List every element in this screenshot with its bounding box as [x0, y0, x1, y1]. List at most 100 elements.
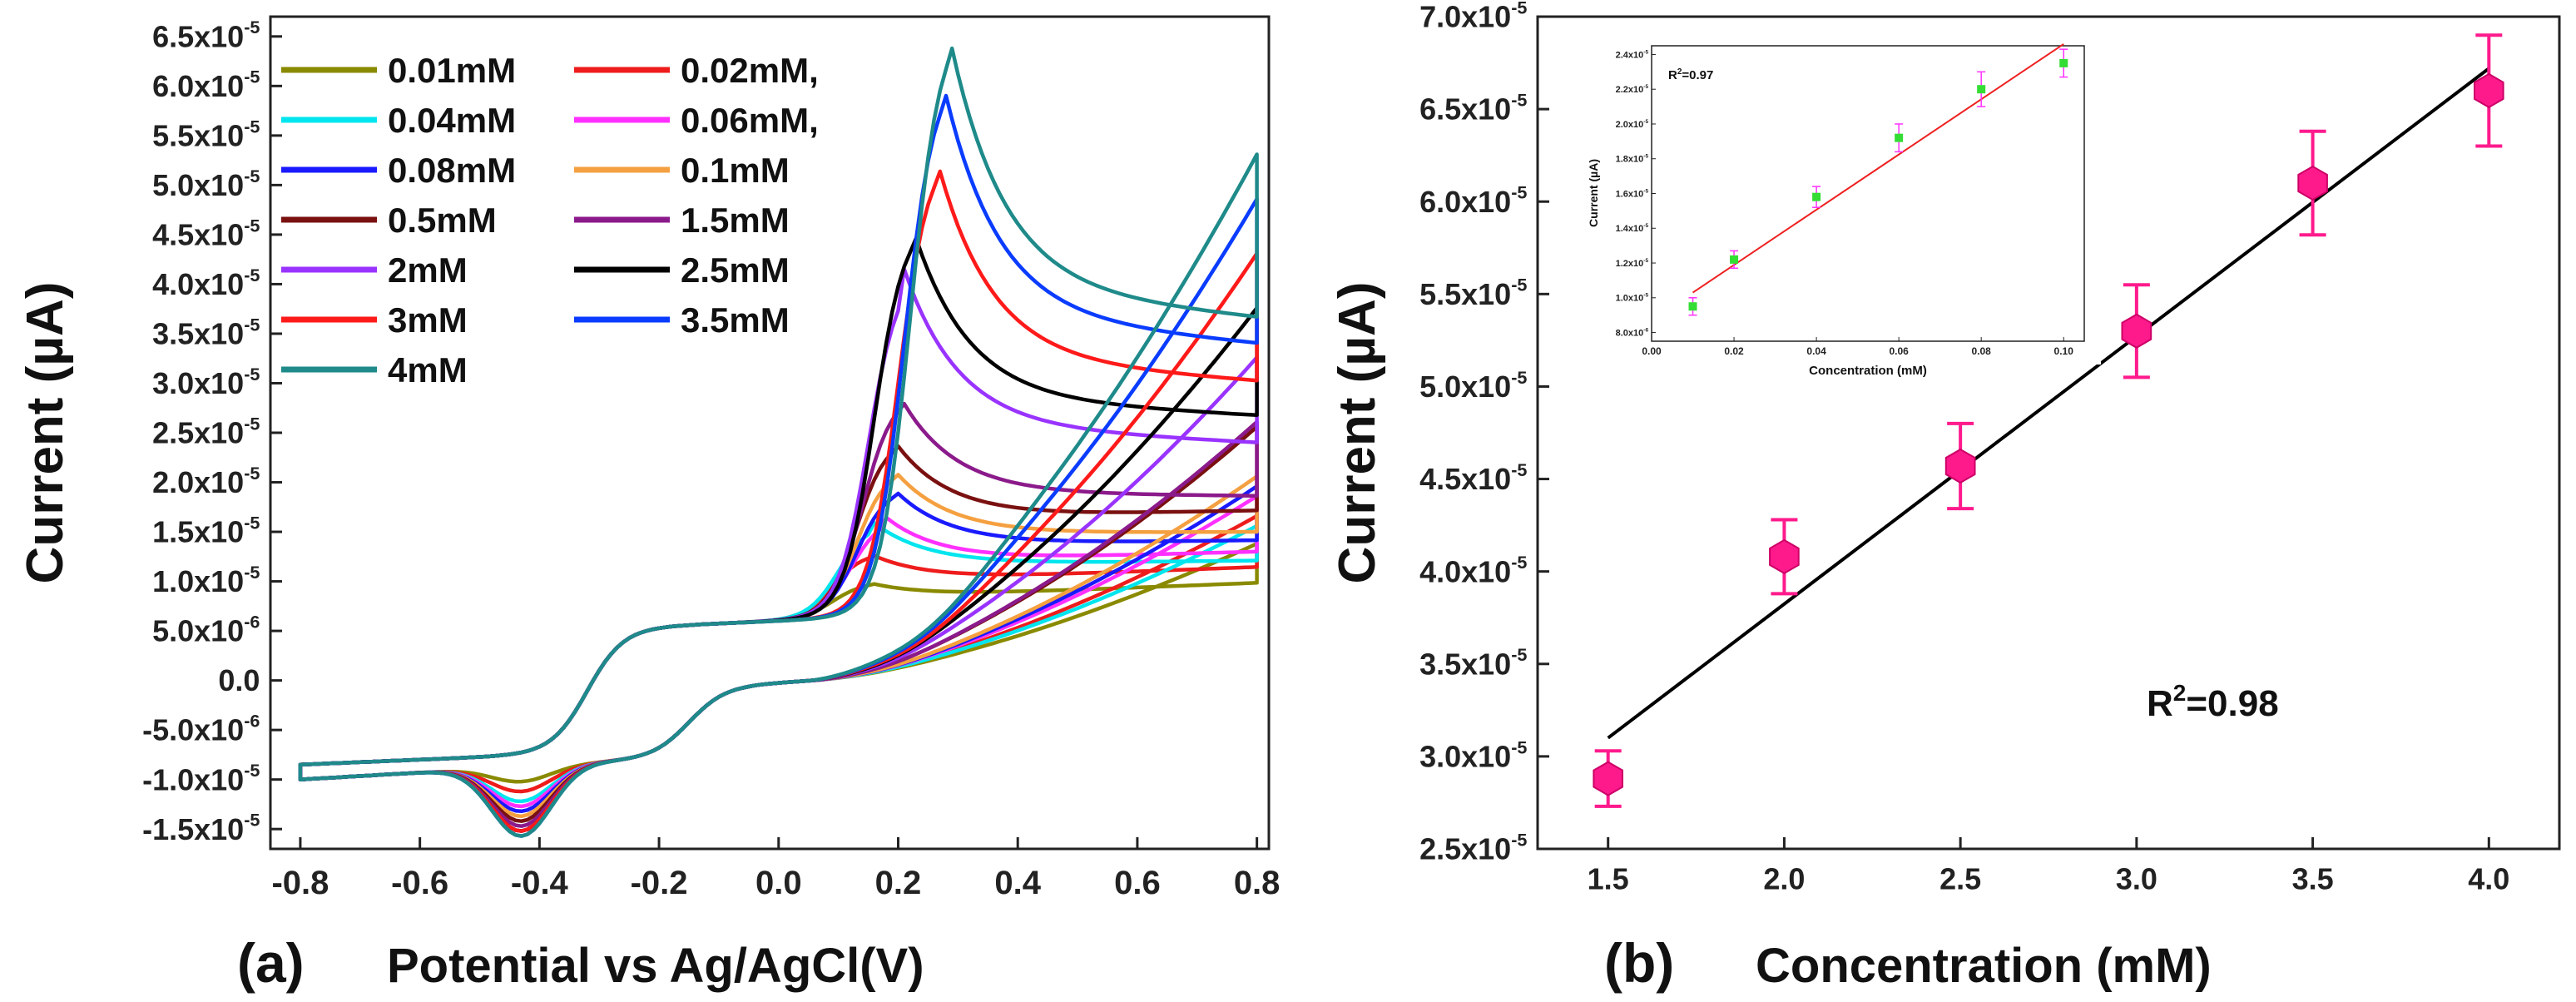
- calibration-panel: 7.0x10-5 6.5x10-5 6.0x10-5 5.5x10-5 5.0x10-5…: [1329, 0, 2561, 994]
- calibration-x-tick-label: 1.5: [1588, 862, 1629, 896]
- cv-y-tick-label: 0.0: [218, 663, 260, 697]
- inset-data-point: [1977, 85, 1986, 94]
- cv-legend-label: 0.1mM: [681, 151, 790, 190]
- calibration-r2-value: =0.98: [2186, 683, 2278, 724]
- inset-r2-label: R2=0.97: [1668, 67, 1713, 82]
- cv-y-tick-label: -5.0x10-6: [142, 711, 260, 747]
- cv-x-tick-label: -0.4: [511, 865, 569, 901]
- cv-legend-label: 1.5mM: [681, 201, 790, 240]
- inset-y-tick-label: 1.6x10-5: [1616, 188, 1649, 199]
- calibration-y-tick-label: 6.5x10-5: [1419, 90, 1527, 126]
- calibration-y-tick-label: 6.0x10-5: [1419, 182, 1527, 219]
- cv-y-tick-label: 1.5x10-5: [152, 512, 260, 548]
- inset-y-tick-label: 2.2x10-5: [1616, 84, 1649, 95]
- inset-data-point: [1895, 133, 1904, 142]
- cv-x-tick-label: 0.0: [755, 865, 802, 901]
- cv-x-tick-label: 0.8: [1234, 865, 1281, 901]
- cv-legend-label: 3mM: [388, 300, 468, 340]
- cv-x-tick-label: 0.2: [875, 865, 922, 901]
- inset-data-point: [1812, 192, 1821, 201]
- calibration-y-tick-label: 3.5x10-5: [1419, 644, 1527, 681]
- inset-data-point: [1688, 302, 1697, 311]
- inset-r2-value: =0.97: [1682, 68, 1713, 82]
- inset-background: [1585, 32, 2101, 365]
- calibration-x-ticks: 1.5 2.0 2.5 3.0 3.5 4.0: [1588, 837, 2509, 896]
- cv-y-tick-label: 1.0x10-5: [152, 562, 260, 598]
- cv-panel-label: (a): [237, 932, 305, 994]
- cv-legend-label: 0.04mM: [388, 101, 516, 140]
- inset-x-tick-label: 0.06: [1889, 345, 1909, 357]
- inset-y-tick-label: 1.4x10-5: [1616, 223, 1649, 234]
- calibration-x-tick-label: 3.0: [2116, 862, 2157, 896]
- calibration-data-point: [1769, 538, 1800, 575]
- inset-y-tick-label: 1.2x10-5: [1616, 258, 1649, 269]
- cv-y-tick-label: 6.0x10-5: [152, 67, 260, 103]
- calibration-x-tick-label: 4.0: [2468, 862, 2509, 896]
- calibration-r2-letter: R: [2147, 683, 2173, 724]
- inset-r2-letter: R: [1668, 68, 1677, 82]
- cv-y-tick-label: 4.5x10-5: [152, 215, 260, 251]
- calibration-y-tick-label: 4.0x10-5: [1419, 552, 1527, 588]
- cv-curve-4mM: [298, 46, 1259, 838]
- cv-legend-label: 0.06mM,: [681, 101, 819, 140]
- inset-y-axis-label: Current (µA): [1587, 159, 1600, 227]
- cv-x-tick-label: -0.2: [631, 865, 688, 901]
- calibration-data-point: [1944, 448, 1976, 484]
- calibration-y-tick-label: 5.0x10-5: [1419, 367, 1527, 404]
- cv-legend-label: 4mM: [388, 350, 468, 389]
- cv-legend-label: 0.02mM,: [681, 51, 819, 90]
- cv-y-tick-label: 6.5x10-5: [152, 17, 260, 53]
- inset-y-tick-label: 2.0x10-5: [1616, 119, 1649, 130]
- cv-legend-label: 0.01mM: [388, 51, 516, 90]
- cv-y-tick-label: 4.0x10-5: [152, 265, 260, 301]
- cv-x-tick-label: -0.6: [391, 865, 448, 901]
- calibration-fit-line: [1607, 67, 2490, 740]
- cv-legend-label: 2mM: [388, 250, 468, 290]
- calibration-x-axis-label: Concentration (mM): [1756, 939, 2212, 993]
- inset-y-ticks: 2.4x10-5 2.2x10-5 2.0x10-5 1.8x10-5 1.6x10-5…: [1616, 49, 1656, 338]
- inset-r2-sup: 2: [1677, 67, 1682, 77]
- inset-x-ticks: 0.00 0.02 0.04 0.06 0.08 0.10: [1642, 337, 2073, 357]
- inset-x-tick-label: 0.04: [1806, 345, 1826, 357]
- inset-y-tick-label: 1.0x10-5: [1616, 293, 1649, 304]
- calibration-y-ticks: 7.0x10-5 6.5x10-5 6.0x10-5 5.5x10-5 5.0x10-5…: [1419, 0, 1549, 866]
- cv-x-tick-label: -0.8: [271, 865, 329, 901]
- calibration-y-tick-label: 5.5x10-5: [1419, 275, 1527, 311]
- cv-legend: 0.01mM 0.02mM, 0.04mM 0.06mM, 0.08mM 0.1mM 0.5…: [281, 51, 819, 389]
- calibration-r2-label: R2=0.98: [2147, 680, 2279, 724]
- inset-plot: [1688, 43, 2068, 316]
- calibration-data-point: [2121, 313, 2152, 349]
- calibration-plot: [1593, 33, 2504, 808]
- cv-y-tick-label: 5.0x10-6: [152, 611, 260, 647]
- inset-fit-line: [1692, 43, 2064, 294]
- cv-y-tick-label: 2.0x10-5: [152, 463, 260, 499]
- inset-chart: 2.4x10-5 2.2x10-5 2.0x10-5 1.8x10-5 1.6x10-5…: [1585, 32, 2101, 378]
- inset-x-axis-label: Concentration (mM): [1809, 364, 1927, 378]
- calibration-y-tick-label: 3.0x10-5: [1419, 737, 1527, 773]
- cv-y-tick-label: 3.0x10-5: [152, 364, 260, 400]
- calibration-data-point: [2474, 72, 2504, 109]
- inset-x-tick-label: 0.10: [2054, 345, 2074, 357]
- inset-y-tick-label: 1.8x10-5: [1616, 154, 1649, 165]
- cv-y-tick-label: -1.0x10-5: [142, 760, 260, 796]
- inset-x-tick-label: 0.00: [1642, 345, 1662, 357]
- cv-panel: 6.5x10-5 6.0x10-5 5.5x10-5 5.0x10-5 4.5x10-5…: [17, 15, 1280, 994]
- inset-x-tick-label: 0.02: [1724, 345, 1744, 357]
- calibration-data-point: [2297, 165, 2328, 201]
- calibration-y-tick-label: 4.5x10-5: [1419, 459, 1527, 496]
- inset-data-point: [1730, 255, 1739, 264]
- cv-legend-label: 0.5mM: [388, 201, 497, 240]
- cv-x-axis-label: Potential vs Ag/AgCl(V): [387, 939, 924, 993]
- cv-x-ticks: -0.8 -0.6 -0.4 -0.2 0.0 0.2 0.4 0.6 0.8: [271, 837, 1280, 901]
- cv-legend-label: 2.5mM: [681, 250, 790, 290]
- calibration-y-axis-label: Current (µA): [1329, 282, 1386, 584]
- cv-x-tick-label: 0.4: [994, 865, 1041, 901]
- calibration-r2-sup: 2: [2173, 680, 2187, 706]
- calibration-panel-label: (b): [1604, 932, 1674, 994]
- inset-data-point: [2059, 58, 2068, 67]
- calibration-x-tick-label: 2.0: [1763, 862, 1805, 896]
- inset-y-tick-label: 2.4x10-5: [1616, 49, 1649, 60]
- cv-y-tick-label: 3.5x10-5: [152, 314, 260, 350]
- cv-y-tick-label: 5.5x10-5: [152, 116, 260, 152]
